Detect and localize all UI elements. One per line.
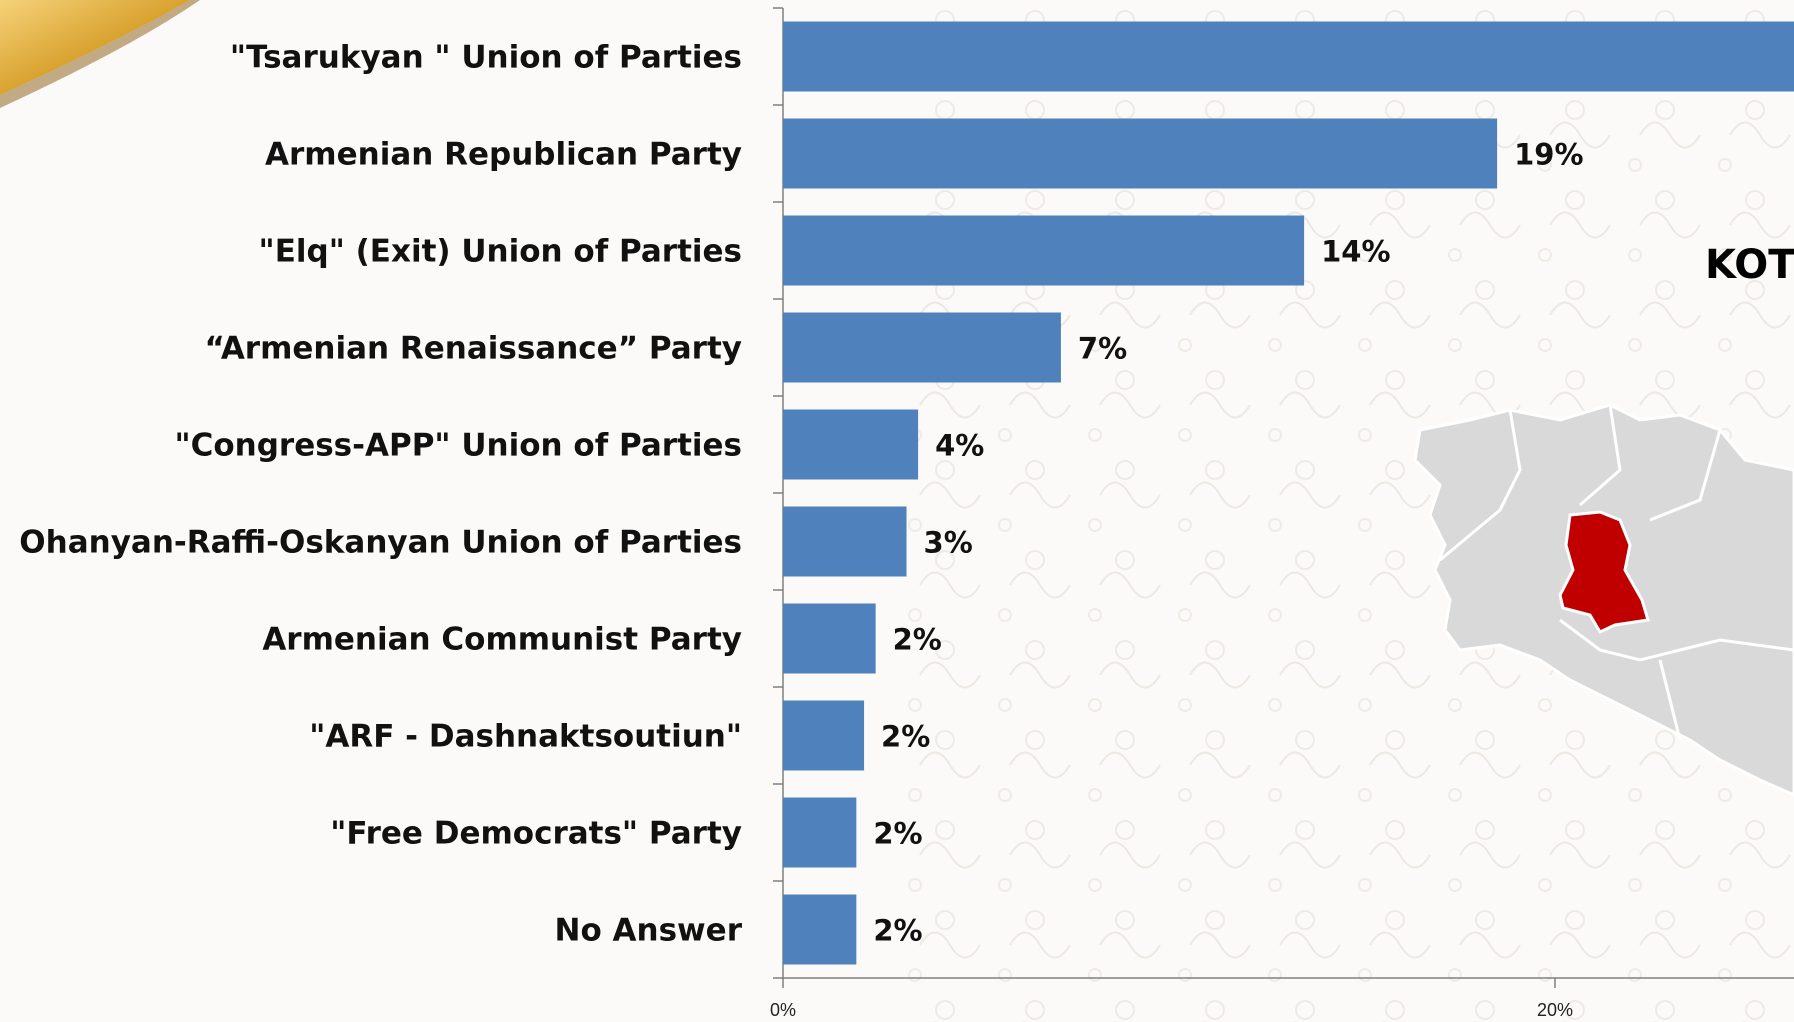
data-label: 4%: [935, 429, 984, 463]
bar: [783, 894, 857, 965]
data-label: 7%: [1078, 332, 1127, 366]
data-label: 3%: [924, 526, 973, 560]
category-label: "Tsarukyan " Union of Parties: [230, 40, 742, 76]
category-label: “Armenian Renaissance” Party: [204, 331, 742, 367]
data-label: 14%: [1321, 235, 1390, 269]
bar: [783, 797, 857, 868]
data-label: 2%: [881, 720, 930, 754]
bar: [783, 21, 1794, 92]
bar: [783, 312, 1061, 383]
bar: [783, 409, 919, 480]
category-label: "ARF - Dashnaktsoutiun": [309, 719, 742, 755]
category-label: "Elq" (Exit) Union of Parties: [259, 234, 742, 270]
bar-chart: "Tsarukyan " Union of Parties45%Armenian…: [19, 7, 1794, 1020]
category-label: "Congress-APP" Union of Parties: [174, 428, 742, 464]
region-title: KOT: [1705, 242, 1794, 288]
gold-ribbon-decoration: [0, 0, 200, 108]
category-label: Armenian Communist Party: [262, 622, 742, 658]
category-label: Ohanyan-Raffi-Oskanyan Union of Parties: [19, 525, 742, 561]
bar: [783, 215, 1305, 286]
bar: [783, 603, 876, 674]
x-tick-label: 20%: [1537, 1000, 1573, 1020]
map-kotayk-region: [1558, 510, 1650, 634]
armenia-map: [1413, 403, 1794, 797]
x-tick-label: 0%: [770, 1000, 796, 1020]
bar: [783, 118, 1498, 189]
category-label: No Answer: [555, 913, 743, 949]
category-label: "Free Democrats" Party: [330, 816, 742, 852]
category-label: Armenian Republican Party: [265, 137, 742, 173]
data-label: 2%: [873, 914, 922, 948]
bar: [783, 700, 865, 771]
data-label: 2%: [873, 817, 922, 851]
data-label: 2%: [893, 623, 942, 657]
bar: [783, 506, 907, 577]
data-label: 19%: [1514, 138, 1583, 172]
